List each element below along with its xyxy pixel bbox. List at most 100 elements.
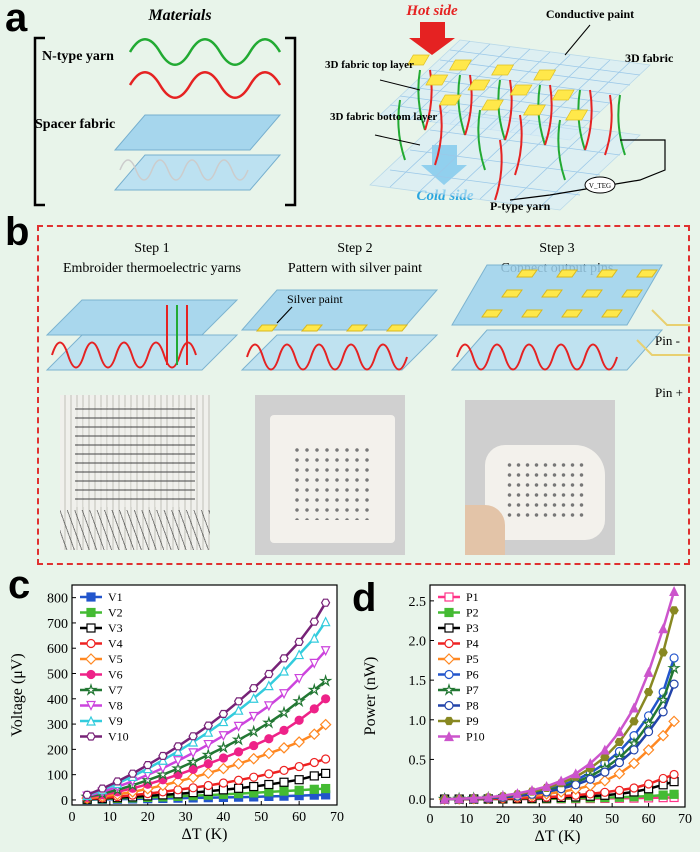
c-legend-V9: V9 xyxy=(108,714,123,728)
step2-desc: Pattern with silver paint xyxy=(288,261,422,276)
bottom-layer-label: 3D fabric bottom layer xyxy=(330,111,437,123)
c-point-V4 xyxy=(265,770,273,778)
n-type-yarn-label: N-type yarn xyxy=(42,49,114,64)
c-xtick-label: 60 xyxy=(292,810,306,825)
d-point-P4 xyxy=(601,788,609,796)
c-point-V10 xyxy=(98,785,106,792)
d-legend-P9: P9 xyxy=(466,714,479,728)
c-point-V10 xyxy=(174,743,182,750)
d-point-P8 xyxy=(630,746,638,754)
c-ytick-label: 0 xyxy=(61,794,68,809)
c-point-V3 xyxy=(235,784,243,792)
c-point-V10 xyxy=(189,733,197,740)
c-point-V6 xyxy=(280,726,288,734)
top-layer-label: 3D fabric top layer xyxy=(325,59,414,71)
c-point-V6 xyxy=(310,705,318,713)
fabric-bottom-grid xyxy=(370,110,640,210)
d-legend-P8: P8 xyxy=(466,699,479,713)
step2-title: Step 2 xyxy=(337,241,372,256)
c-legend-marker xyxy=(87,733,95,740)
d-point-P2 xyxy=(659,791,667,799)
c-xtick-label: 50 xyxy=(254,810,268,825)
hot-arrow xyxy=(409,22,455,55)
d-xtick-label: 50 xyxy=(605,812,619,827)
c-point-V10 xyxy=(129,770,137,777)
c-point-V6 xyxy=(235,748,243,756)
d-point-P9 xyxy=(615,739,623,746)
c-point-V3 xyxy=(322,769,330,777)
d-legend-P7: P7 xyxy=(466,683,479,697)
d-point-P4 xyxy=(630,784,638,792)
spacer-fabric-label: Spacer fabric xyxy=(35,117,115,132)
step1-photo xyxy=(60,395,210,550)
d-xtick-label: 40 xyxy=(569,812,583,827)
d-legend-marker xyxy=(445,624,453,632)
c-point-V10 xyxy=(250,685,258,692)
materials-title: Materials xyxy=(147,7,211,24)
c-point-V2 xyxy=(295,786,303,794)
d-point-P8 xyxy=(572,781,580,789)
step2-photo xyxy=(255,395,405,555)
c-point-V4 xyxy=(219,779,227,787)
c-point-V3 xyxy=(280,778,288,786)
c-xtick-label: 40 xyxy=(216,810,230,825)
d-xtick-label: 0 xyxy=(427,812,434,827)
c-point-V6 xyxy=(219,754,227,762)
spacer-top xyxy=(115,115,280,150)
c-point-V10 xyxy=(113,778,121,785)
c-ytick-label: 600 xyxy=(47,642,68,657)
d-ytick-label: 1.5 xyxy=(409,674,427,689)
d-ytick-label: 1.0 xyxy=(409,714,427,729)
c-ytick-label: 400 xyxy=(47,693,68,708)
d-point-P4 xyxy=(645,780,653,788)
d-point-P8 xyxy=(659,708,667,716)
step3-title: Step 3 xyxy=(539,241,574,256)
right-bracket xyxy=(285,38,295,205)
d-ytick-label: 2.0 xyxy=(409,635,427,650)
c-point-V10 xyxy=(159,753,167,760)
c-ytick-label: 800 xyxy=(47,592,68,607)
d-xtick-label: 20 xyxy=(496,812,510,827)
c-point-V10 xyxy=(235,698,243,705)
n-yarn-wave xyxy=(130,39,280,65)
voltmeter-label: V_TEG xyxy=(589,182,611,190)
c-point-V4 xyxy=(250,773,258,781)
hot-side-label: Hot side xyxy=(405,3,458,19)
c-xtick-label: 0 xyxy=(69,810,76,825)
d-legend-P6: P6 xyxy=(466,668,479,682)
c-legend-marker xyxy=(87,640,95,648)
pin-minus-label: Pin - xyxy=(655,333,680,348)
c-point-V10 xyxy=(280,655,288,662)
c-ytick-label: 100 xyxy=(47,769,68,784)
d-point-P4 xyxy=(659,774,667,782)
d-point-P8 xyxy=(645,728,653,736)
c-point-V6 xyxy=(250,742,258,750)
d-point-P8 xyxy=(670,680,678,688)
conductive-paint-label: Conductive paint xyxy=(546,7,634,21)
panel-b-letter: b xyxy=(5,212,29,252)
d-legend-P2: P2 xyxy=(466,606,479,620)
d-point-P8 xyxy=(615,759,623,767)
c-legend-V2: V2 xyxy=(108,606,123,620)
pin-plus-label: Pin + xyxy=(655,385,683,401)
c-legend-V6: V6 xyxy=(108,668,123,682)
c-point-V10 xyxy=(265,671,273,678)
c-point-V4 xyxy=(322,755,330,763)
c-point-V2 xyxy=(310,785,318,793)
c-point-V4 xyxy=(295,763,303,771)
d-point-P9 xyxy=(645,689,653,696)
d-legend-marker xyxy=(445,593,453,601)
d-point-P4 xyxy=(670,770,678,778)
d-xtick-label: 70 xyxy=(678,812,692,827)
c-point-V2 xyxy=(280,787,288,795)
silver-paint-label: Silver paint xyxy=(287,292,343,306)
d-xtick-label: 10 xyxy=(459,812,473,827)
step3-photo xyxy=(465,400,615,555)
c-xtick-label: 10 xyxy=(103,810,117,825)
c-point-V10 xyxy=(310,618,318,625)
p-type-yarn-label: P-type yarn xyxy=(490,199,551,213)
c-xtick-label: 30 xyxy=(179,810,193,825)
c-legend-V10: V10 xyxy=(108,730,129,744)
p-yarn-wave xyxy=(130,72,280,98)
c-legend-V4: V4 xyxy=(108,637,123,651)
